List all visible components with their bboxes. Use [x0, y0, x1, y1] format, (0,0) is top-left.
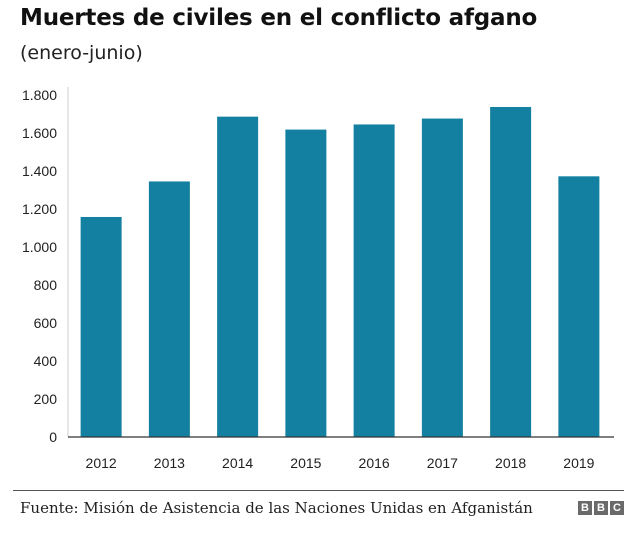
footer-divider	[13, 490, 624, 491]
y-tick-label: 1.200	[22, 201, 57, 217]
chart-subtitle: (enero-junio)	[20, 42, 143, 64]
x-tick-label: 2017	[427, 455, 458, 471]
bar-2018	[490, 106, 532, 437]
x-tick-label: 2019	[563, 455, 594, 471]
bar-2012	[80, 216, 122, 437]
bar-2019	[558, 176, 600, 437]
y-tick-label: 1.800	[22, 87, 57, 103]
x-tick-label: 2018	[495, 455, 526, 471]
y-tick-label: 1.600	[22, 125, 57, 141]
y-tick-label: 400	[34, 353, 58, 369]
bbc-logo-c: C	[610, 501, 624, 515]
y-tick-label: 800	[34, 277, 58, 293]
y-tick-label: 600	[34, 315, 58, 331]
bar-2017	[421, 118, 463, 437]
y-tick-label: 1.000	[22, 239, 57, 255]
bar-chart: 0 200 400 600 800 1.000 1.200 1.400 1.600 1.800 20…	[22, 87, 614, 471]
source-note: Fuente: Misión de Asistencia de las Naci…	[20, 499, 533, 517]
chart-title: Muertes de civiles en el conflicto afgan…	[20, 5, 538, 31]
y-tick-label: 200	[34, 391, 58, 407]
bar-2013	[148, 181, 190, 437]
bar-2015	[285, 129, 327, 437]
bbc-logo-b2: B	[594, 501, 608, 515]
x-tick-label: 2013	[154, 455, 185, 471]
bbc-logo-b1: B	[578, 501, 592, 515]
x-tick-label: 2015	[290, 455, 321, 471]
bbc-logo: B B C	[578, 501, 624, 515]
x-tick-label: 2014	[222, 455, 253, 471]
x-tick-label: 2012	[86, 455, 117, 471]
x-tick-label: 2016	[359, 455, 390, 471]
bar-2014	[217, 116, 259, 437]
bar-2016	[353, 124, 395, 437]
y-tick-label: 1.400	[22, 163, 57, 179]
y-tick-label: 0	[49, 429, 57, 445]
